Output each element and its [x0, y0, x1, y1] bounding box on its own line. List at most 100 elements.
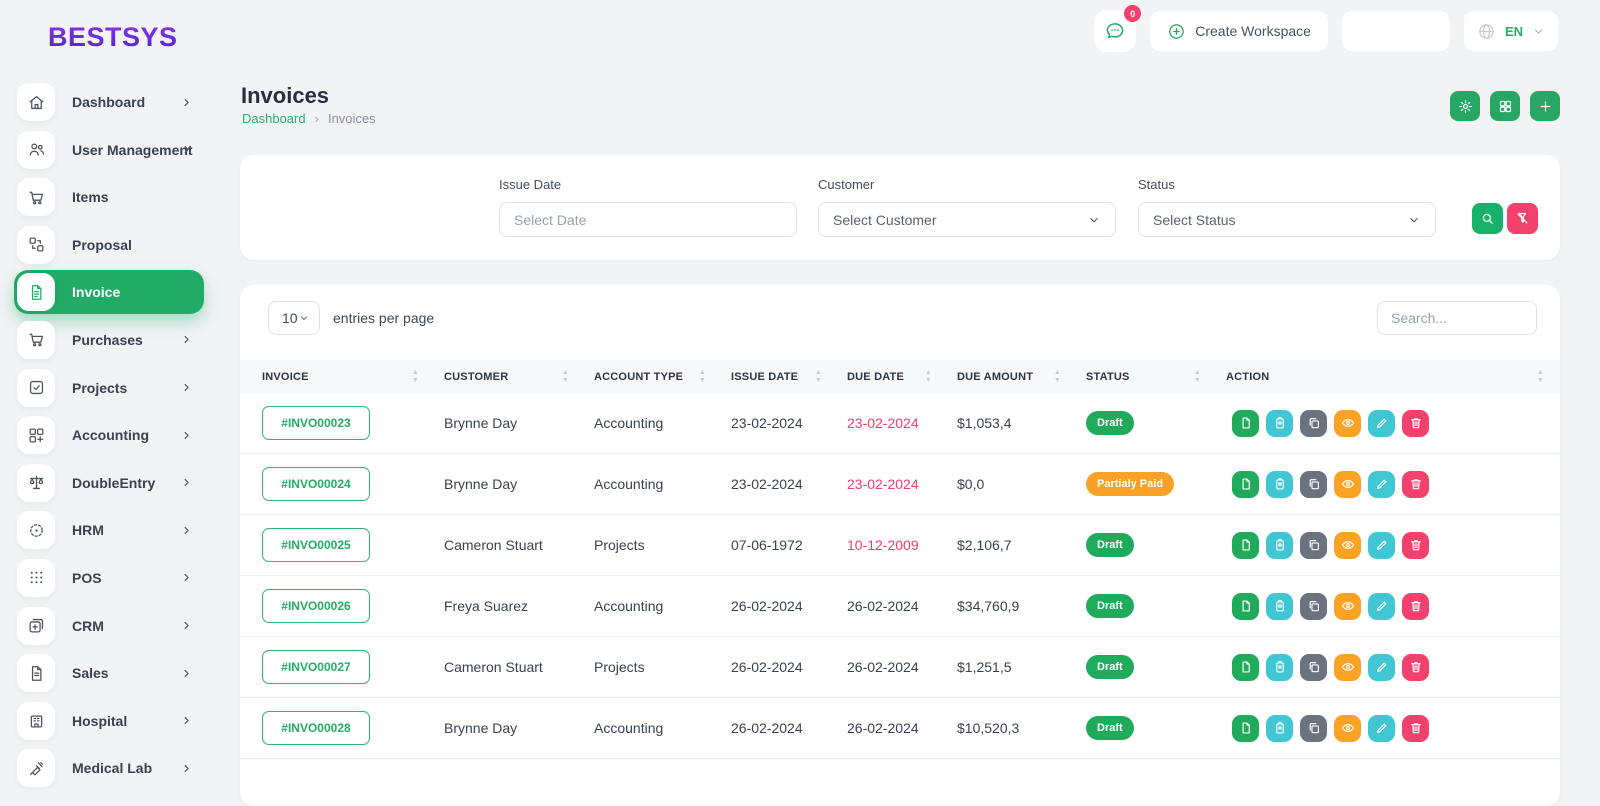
- delete-button[interactable]: [1402, 470, 1429, 498]
- invoice-number-badge[interactable]: #INVO00028: [262, 711, 370, 745]
- language-code: EN: [1504, 23, 1523, 39]
- delete-button[interactable]: [1402, 409, 1429, 437]
- view-button[interactable]: [1334, 653, 1361, 681]
- copy-icon: [1307, 538, 1321, 552]
- sidebar-item-dashboard[interactable]: Dashboard: [14, 80, 204, 124]
- status-select[interactable]: Select Status: [1138, 202, 1436, 237]
- breadcrumb-separator-icon: ›: [314, 111, 319, 126]
- sidebar-item-user-management[interactable]: User Management: [14, 128, 204, 172]
- reset-filter-button[interactable]: [1507, 203, 1538, 234]
- sidebar-item-purchases[interactable]: Purchases: [14, 318, 204, 362]
- sort-icon[interactable]: ▲ ▼: [1193, 369, 1201, 384]
- invoice-number-badge[interactable]: #INVO00023: [262, 406, 370, 440]
- sidebar-item-accounting[interactable]: Accounting: [14, 413, 204, 457]
- file-button[interactable]: [1232, 653, 1259, 681]
- customer-cell: Cameron Stuart: [444, 659, 543, 675]
- view-button[interactable]: [1334, 409, 1361, 437]
- plus-icon: [1538, 99, 1553, 114]
- file-button[interactable]: [1232, 470, 1259, 498]
- add-invoice-button[interactable]: [1530, 91, 1560, 121]
- clipboard-button[interactable]: [1266, 470, 1293, 498]
- view-button[interactable]: [1334, 592, 1361, 620]
- invoice-number-badge[interactable]: #INVO00024: [262, 467, 370, 501]
- sort-icon[interactable]: ▲ ▼: [814, 369, 822, 384]
- edit-button[interactable]: [1368, 714, 1395, 742]
- delete-button[interactable]: [1402, 531, 1429, 559]
- invoice-number-badge[interactable]: #INVO00026: [262, 589, 370, 623]
- file-button[interactable]: [1232, 714, 1259, 742]
- sidebar-item-items[interactable]: Items: [14, 175, 204, 219]
- clipboard-button[interactable]: [1266, 531, 1293, 559]
- sidebar-item-medical-lab[interactable]: Medical Lab: [14, 746, 204, 790]
- copy-button[interactable]: [1300, 653, 1327, 681]
- user-menu-button[interactable]: [1341, 11, 1450, 51]
- delete-button[interactable]: [1402, 592, 1429, 620]
- clipboard-button[interactable]: [1266, 714, 1293, 742]
- copy-button[interactable]: [1300, 592, 1327, 620]
- sort-icon[interactable]: ▲ ▼: [1053, 369, 1061, 384]
- sidebar-item-label: Invoice: [72, 284, 121, 301]
- clipboard-button[interactable]: [1266, 653, 1293, 681]
- page-size-select[interactable]: 10: [268, 301, 320, 335]
- view-button[interactable]: [1334, 714, 1361, 742]
- customer-cell: Cameron Stuart: [444, 537, 543, 553]
- create-workspace-button[interactable]: Create Workspace: [1150, 11, 1328, 51]
- grid-view-button[interactable]: [1490, 91, 1520, 121]
- table-search-input[interactable]: [1377, 301, 1537, 335]
- customer-cell: Brynne Day: [444, 476, 518, 492]
- issue-date-input[interactable]: [499, 202, 797, 237]
- action-buttons: [1217, 470, 1560, 498]
- language-selector[interactable]: EN: [1463, 11, 1558, 51]
- sort-icon[interactable]: ▲ ▼: [1536, 369, 1544, 384]
- sidebar-item-label: CRM: [72, 617, 104, 634]
- copy-button[interactable]: [1300, 714, 1327, 742]
- sidebar-item-label: Dashboard: [72, 94, 146, 110]
- sort-icon[interactable]: ▲ ▼: [698, 369, 706, 384]
- action-buttons: [1217, 592, 1560, 620]
- customer-select[interactable]: Select Customer: [818, 202, 1116, 237]
- sort-icon[interactable]: ▲ ▼: [924, 369, 932, 384]
- topbar: 0 Create Workspace EN: [1094, 5, 1558, 52]
- view-button[interactable]: [1334, 470, 1361, 498]
- file-button[interactable]: [1232, 409, 1259, 437]
- sidebar-item-doubleentry[interactable]: DoubleEntry: [14, 461, 204, 505]
- edit-button[interactable]: [1368, 470, 1395, 498]
- status-select-value: Select Status: [1153, 211, 1236, 228]
- create-workspace-label: Create Workspace: [1195, 23, 1311, 39]
- clipboard-button[interactable]: [1266, 409, 1293, 437]
- delete-button[interactable]: [1402, 653, 1429, 681]
- chat-button[interactable]: 0: [1094, 5, 1142, 52]
- copy-button[interactable]: [1300, 531, 1327, 559]
- edit-button[interactable]: [1368, 409, 1395, 437]
- file-icon: [1239, 599, 1253, 613]
- sidebar-item-crm[interactable]: CRM: [14, 604, 204, 648]
- edit-button[interactable]: [1368, 653, 1395, 681]
- sidebar-item-projects[interactable]: Projects: [14, 366, 204, 410]
- copy-button[interactable]: [1300, 409, 1327, 437]
- invoice-number-badge[interactable]: #INVO00025: [262, 528, 370, 562]
- edit-button[interactable]: [1368, 531, 1395, 559]
- column-header-label: STATUS: [1086, 370, 1130, 383]
- invoice-number-badge[interactable]: #INVO00027: [262, 650, 370, 684]
- breadcrumb-dashboard-link[interactable]: Dashboard: [242, 111, 306, 126]
- sidebar-item-sales[interactable]: Sales: [14, 651, 204, 695]
- sort-icon[interactable]: ▲ ▼: [561, 369, 569, 384]
- issue-date-filter: Issue Date: [499, 177, 797, 237]
- file-button[interactable]: [1232, 531, 1259, 559]
- delete-button[interactable]: [1402, 714, 1429, 742]
- view-button[interactable]: [1334, 531, 1361, 559]
- sidebar-item-pos[interactable]: POS: [14, 556, 204, 600]
- clipboard-button[interactable]: [1266, 592, 1293, 620]
- sidebar-item-hospital[interactable]: Hospital: [14, 699, 204, 743]
- copy-button[interactable]: [1300, 470, 1327, 498]
- sidebar-item-proposal[interactable]: Proposal: [14, 223, 204, 267]
- sidebar-item-invoice[interactable]: Invoice: [14, 270, 204, 315]
- file-button[interactable]: [1232, 592, 1259, 620]
- edit-button[interactable]: [1368, 592, 1395, 620]
- column-header-label: ISSUE DATE: [731, 370, 799, 383]
- sort-icon[interactable]: ▲ ▼: [411, 369, 419, 384]
- sidebar-item-hrm[interactable]: HRM: [14, 508, 204, 552]
- pencil-icon: [1375, 538, 1389, 552]
- settings-button[interactable]: [1450, 91, 1480, 121]
- apply-filter-button[interactable]: [1472, 203, 1503, 234]
